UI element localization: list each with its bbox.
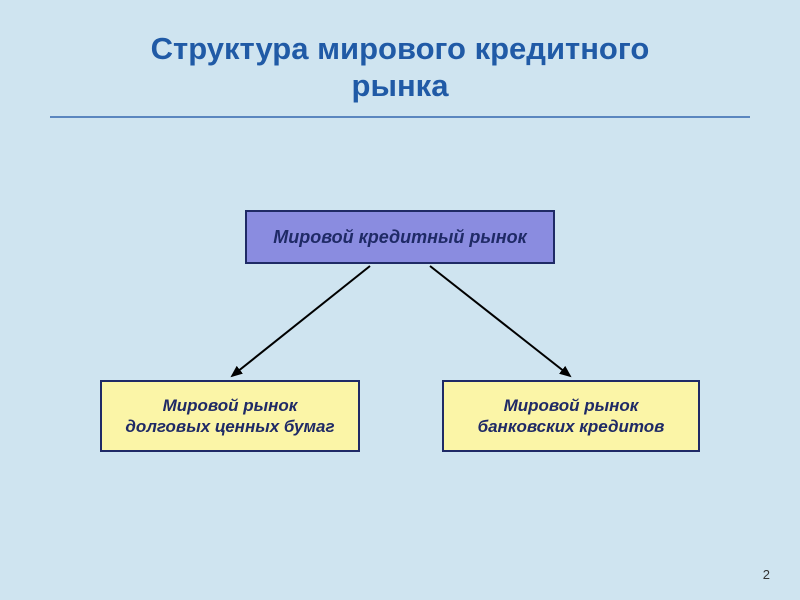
arrow-right: [430, 266, 570, 376]
page-number: 2: [763, 567, 770, 582]
arrows: [0, 0, 800, 600]
slide: Структура мирового кредитного рынка Миро…: [0, 0, 800, 600]
arrow-left: [232, 266, 370, 376]
